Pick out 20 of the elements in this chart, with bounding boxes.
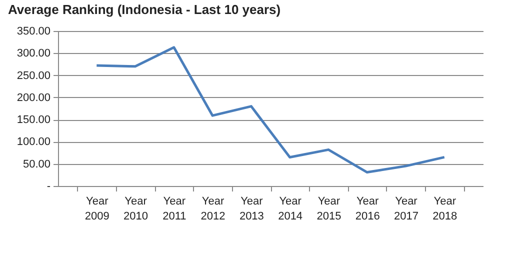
x-tick-label: Year 2009 xyxy=(84,196,110,222)
y-tick-label: - xyxy=(46,180,51,192)
y-tick-label: 150.00 xyxy=(16,114,50,126)
x-tick-label: Year 2012 xyxy=(200,196,226,222)
line-series xyxy=(95,46,446,174)
y-tick-label: 50.00 xyxy=(22,158,50,170)
x-tick-label: Year 2017 xyxy=(394,196,418,222)
x-tick-label: Year 2011 xyxy=(162,196,186,222)
y-tick-label: 350.00 xyxy=(16,26,50,38)
x-tick-label: Year 2015 xyxy=(316,196,342,222)
x-tick-label: Year 2018 xyxy=(432,196,458,222)
x-tick-label: Year 2013 xyxy=(239,196,264,222)
x-tick-label: Year 2010 xyxy=(124,196,148,222)
y-tick-label: 200.00 xyxy=(16,92,50,104)
y-tick-label: 250.00 xyxy=(16,70,50,82)
chart-title: Average Ranking (Indonesia - Last 10 years) xyxy=(8,2,281,17)
x-tick-label: Year 2016 xyxy=(355,196,380,222)
x-tick-label: Year 2014 xyxy=(278,196,303,222)
y-tick-label: 100.00 xyxy=(16,136,50,148)
y-tick-label: 300.00 xyxy=(16,48,50,60)
